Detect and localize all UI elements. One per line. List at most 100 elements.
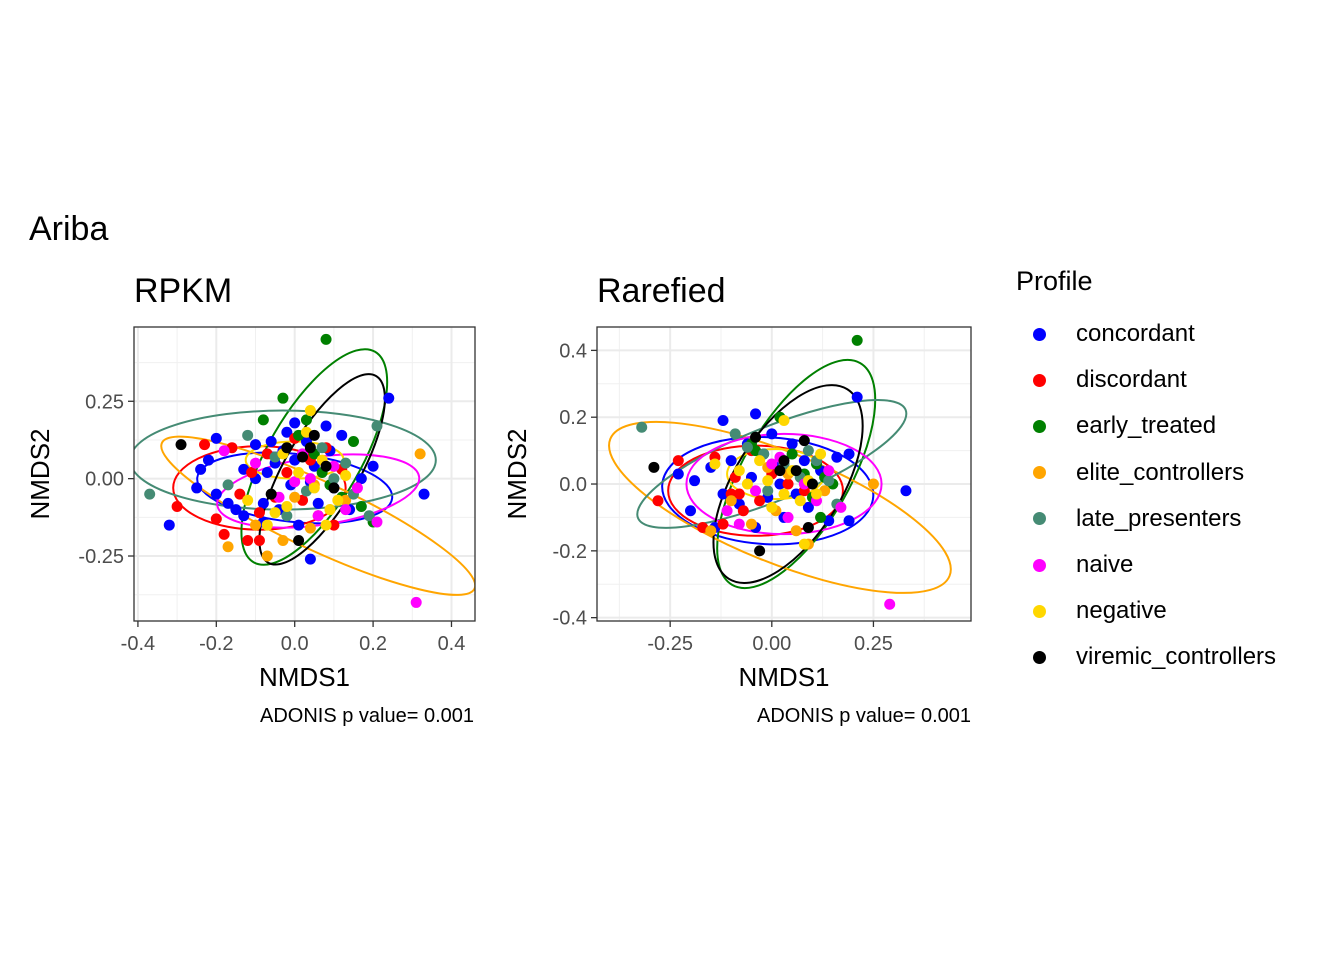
point-concordant xyxy=(750,408,762,420)
points xyxy=(144,333,430,608)
legend-key xyxy=(1016,327,1062,341)
point-early_treated xyxy=(786,448,798,460)
rpkm-scatter-plot: -0.4 -0.2 0.0 0.2 0.4 -0.25 0.00 0.25 NMDS1 NMDS2 xyxy=(25,326,476,692)
point-naive xyxy=(823,465,835,477)
point-concordant xyxy=(195,463,207,475)
point-discordant xyxy=(717,518,729,530)
ellipse-elite_controllers xyxy=(608,420,952,594)
point-negative xyxy=(798,538,810,550)
legend-dot-icon xyxy=(1032,512,1046,526)
point-viremic_controllers xyxy=(328,482,340,494)
point-negative xyxy=(320,519,332,531)
point-concordant xyxy=(717,415,729,427)
legend-item-negative: negative xyxy=(1016,588,1276,634)
x-tick-label: 0.0 xyxy=(281,633,309,655)
legend-key xyxy=(1016,604,1062,618)
x-tick-label: 0.2 xyxy=(359,633,387,655)
x-tick-label: -0.4 xyxy=(121,633,155,655)
point-discordant xyxy=(328,519,340,531)
legend-item-early_treated: early_treated xyxy=(1016,403,1276,449)
point-concordant xyxy=(725,455,737,467)
point-naive xyxy=(371,516,383,528)
point-elite_controllers xyxy=(261,550,273,562)
point-concordant xyxy=(802,501,814,513)
legend-dot-icon xyxy=(1032,558,1046,572)
point-negative xyxy=(308,482,320,494)
point-discordant xyxy=(754,495,766,507)
y-tick-label: 0.2 xyxy=(559,407,587,429)
ellipse-naive xyxy=(685,432,883,536)
point-concordant xyxy=(281,426,293,438)
point-late_presenters xyxy=(363,510,375,522)
point-discordant xyxy=(281,466,293,478)
point-early_treated xyxy=(257,414,269,426)
point-discordant xyxy=(210,513,222,525)
point-concordant xyxy=(831,451,843,463)
point-naive xyxy=(884,598,896,610)
point-viremic_controllers xyxy=(648,461,660,473)
point-discordant xyxy=(246,466,258,478)
point-late_presenters xyxy=(222,479,234,491)
point-naive xyxy=(351,482,363,494)
point-early_treated xyxy=(815,511,827,523)
point-concordant xyxy=(900,485,912,497)
point-naive xyxy=(340,504,352,516)
x-axis-title: NMDS1 xyxy=(738,662,829,692)
point-concordant xyxy=(230,504,242,516)
point-late_presenters xyxy=(340,457,352,469)
point-late_presenters xyxy=(741,441,753,453)
point-naive xyxy=(304,473,316,485)
legend-item-viremic_controllers: viremic_controllers xyxy=(1016,634,1276,680)
point-viremic_controllers xyxy=(774,465,786,477)
point-naive xyxy=(250,457,262,469)
ellipse-early_treated xyxy=(240,348,389,566)
point-concordant xyxy=(843,448,855,460)
point-viremic_controllers xyxy=(754,545,766,557)
point-negative xyxy=(794,495,806,507)
point-viremic_controllers xyxy=(308,429,320,441)
point-concordant xyxy=(289,417,301,429)
point-negative xyxy=(709,458,721,470)
x-tick-label: 0.25 xyxy=(854,633,893,655)
point-concordant xyxy=(257,497,269,509)
point-elite_controllers xyxy=(304,522,316,534)
point-concordant xyxy=(210,432,222,444)
point-concordant xyxy=(265,436,277,448)
point-viremic_controllers xyxy=(798,435,810,447)
point-negative xyxy=(778,488,790,500)
legend-key xyxy=(1016,558,1062,572)
x-tick-label: 0.00 xyxy=(752,633,791,655)
legend-key xyxy=(1016,373,1062,387)
point-concordant xyxy=(336,429,348,441)
point-viremic_controllers xyxy=(293,535,305,547)
point-negative xyxy=(242,494,254,506)
legend-dot-icon xyxy=(1032,604,1046,618)
point-naive xyxy=(289,476,301,488)
legend-label: concordant xyxy=(1076,320,1195,348)
point-elite_controllers xyxy=(340,494,352,506)
point-concordant xyxy=(250,439,262,451)
x-tick-label: -0.2 xyxy=(199,633,233,655)
point-elite_controllers xyxy=(725,495,737,507)
point-viremic_controllers xyxy=(281,442,293,454)
point-elite_controllers xyxy=(289,491,301,503)
point-negative xyxy=(778,415,790,427)
point-discordant xyxy=(253,535,265,547)
legend-key xyxy=(1016,419,1062,433)
ellipse-viremic_controllers xyxy=(712,384,864,584)
point-concordant xyxy=(367,460,379,472)
legend-key xyxy=(1016,466,1062,480)
point-naive xyxy=(218,445,230,457)
point-concordant xyxy=(766,428,778,440)
point-late_presenters xyxy=(316,442,328,454)
figure-title: Ariba xyxy=(29,210,109,248)
x-tick-label: 0.4 xyxy=(438,633,466,655)
point-viremic_controllers xyxy=(304,442,316,454)
point-viremic_controllers xyxy=(806,478,818,490)
point-negative xyxy=(340,470,352,482)
point-discordant xyxy=(782,478,794,490)
point-negative xyxy=(766,501,778,513)
y-axis-title: NMDS2 xyxy=(25,428,55,519)
point-late_presenters xyxy=(144,488,156,500)
